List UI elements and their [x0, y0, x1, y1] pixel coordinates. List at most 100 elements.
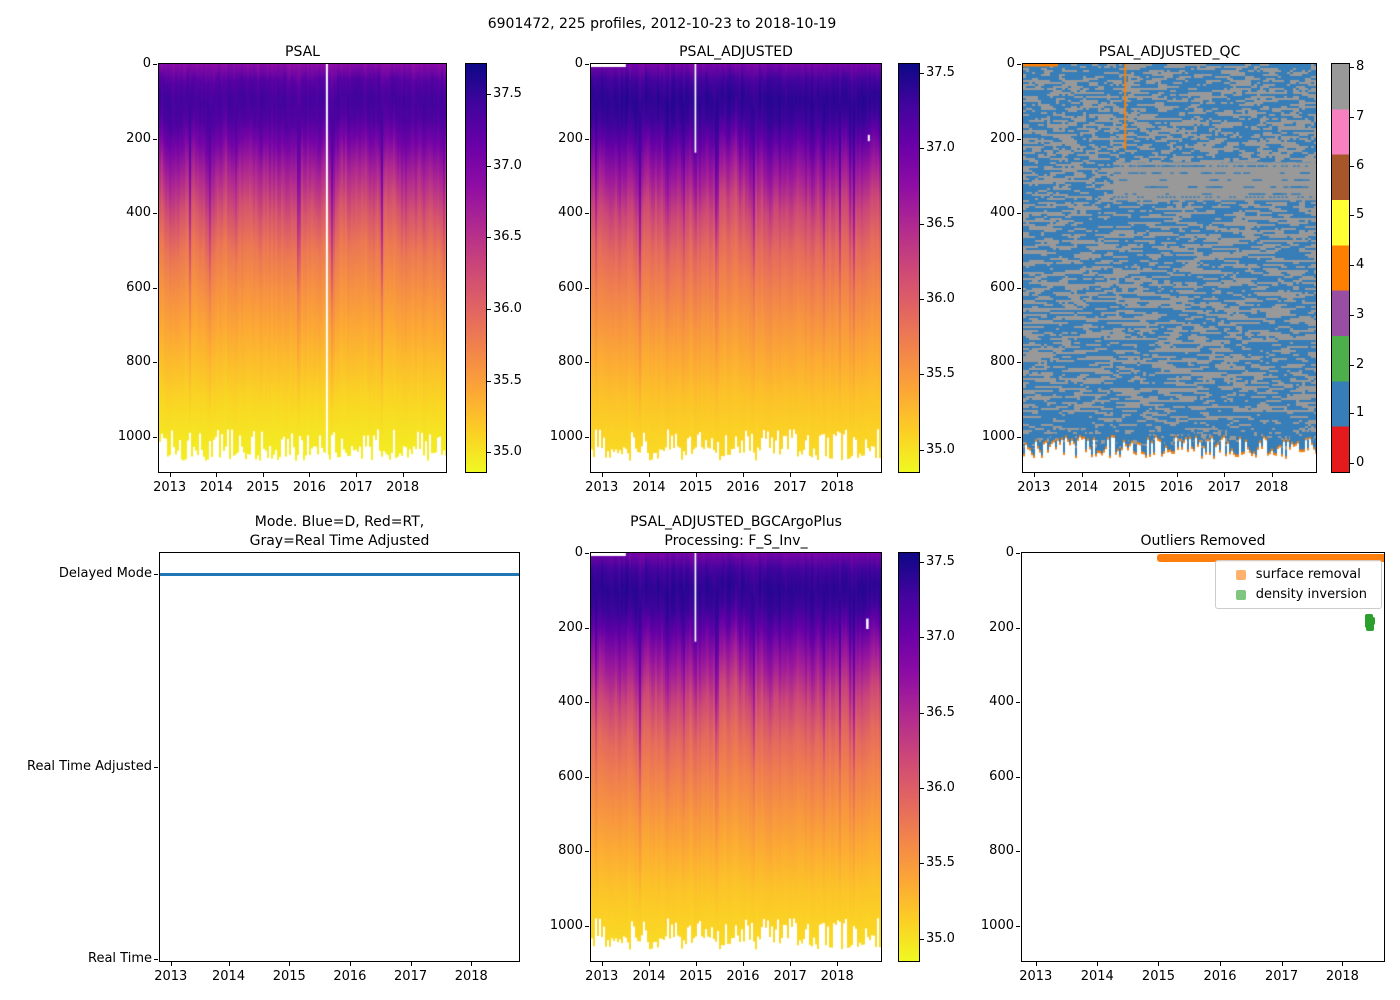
colorbar-tick: [920, 938, 924, 940]
x-tick-label: 2015: [1112, 480, 1146, 495]
colorbar-tick: [1350, 66, 1354, 68]
y-tick: [1017, 64, 1021, 65]
y-tick: [1016, 627, 1020, 629]
colorbar-tick-label: 35.0: [926, 930, 955, 946]
colorbar-psal-adjusted-qc: [1331, 63, 1350, 473]
x-tick-label: 2013: [585, 969, 619, 984]
colorbar-tick-label: 35.5: [926, 855, 955, 871]
y-tick: [1016, 925, 1020, 927]
y-tick-label: 0: [1006, 56, 1015, 71]
y-tick-label: 600: [990, 279, 1015, 295]
x-tick: [601, 962, 603, 966]
x-tick-label: 2015: [679, 480, 713, 495]
colorbar-tick: [1350, 215, 1354, 217]
x-tick-label: 2014: [212, 969, 246, 984]
y-tick-label: 1000: [980, 917, 1014, 933]
delayed-mode-line: [160, 573, 519, 577]
y-tick: [1017, 287, 1021, 289]
y-tick: [1017, 436, 1021, 438]
x-tick: [649, 473, 650, 477]
y-tick: [153, 436, 157, 438]
colorbar-bgc-gradient: [899, 553, 919, 961]
colorbar-tick: [920, 72, 924, 74]
x-tick: [1158, 962, 1160, 966]
y-tick: [153, 287, 157, 289]
y-tick-label: 600: [558, 768, 583, 784]
x-tick: [790, 473, 792, 477]
x-tick-label: 2016: [1159, 480, 1194, 495]
y-tick: [585, 701, 589, 703]
x-tick: [356, 473, 358, 477]
y-tick-label: 200: [990, 130, 1015, 146]
x-tick: [695, 962, 697, 966]
colorbar-psal-gradient: [466, 64, 486, 472]
x-tick: [349, 962, 351, 966]
density-inversion-point: [1366, 622, 1375, 631]
y-tick-label: 600: [558, 279, 583, 295]
axes-psal: [158, 63, 447, 473]
x-tick: [1129, 473, 1131, 477]
y-tick-label: 600: [126, 279, 151, 295]
y-tick-label: 0: [574, 545, 583, 560]
x-tick: [1342, 962, 1344, 966]
x-tick-label: 2017: [1207, 480, 1241, 495]
colorbar-tick: [920, 374, 924, 376]
axes-outliers-removed: surface removal density inversion: [1021, 552, 1385, 962]
y-tick: [585, 776, 589, 778]
x-tick: [601, 473, 603, 477]
x-tick: [649, 962, 650, 966]
x-tick-label: 2017: [773, 480, 807, 495]
x-tick-label: 2015: [272, 969, 306, 984]
colorbar-tick: [487, 308, 491, 310]
y-tick: [585, 287, 589, 289]
x-tick-label: 2016: [333, 969, 367, 984]
axes-psal-adjusted-bgc: [590, 552, 882, 962]
colorbar-qc-gradient: [1332, 64, 1349, 472]
x-tick: [309, 473, 311, 477]
x-tick-label: 2017: [394, 969, 428, 984]
colorbar-tick-label: 37.5: [926, 553, 955, 569]
x-tick: [471, 962, 473, 966]
x-tick-label: 2015: [679, 969, 713, 984]
y-tick-label: 800: [558, 843, 583, 859]
x-tick: [1035, 962, 1037, 966]
x-tick-label: 2018: [1255, 480, 1289, 495]
colorbar-tick: [487, 93, 491, 95]
axes-title-outliers-removed: Outliers Removed: [1140, 533, 1266, 549]
x-tick-label: 2013: [154, 969, 188, 984]
x-tick-label: 2017: [1265, 969, 1299, 984]
y-tick-label: 400: [558, 204, 583, 220]
psal-adjusted-qc-canvas: [1023, 64, 1316, 472]
y-tick-label: 400: [990, 204, 1015, 220]
psal-adjusted-bgc-heatmap-canvas: [591, 553, 881, 961]
x-tick-label: 2018: [386, 480, 420, 495]
colorbar-tick-label: 36.5: [926, 215, 955, 231]
colorbar-tick-label: 36.0: [926, 780, 955, 795]
x-tick: [1224, 473, 1226, 477]
y-tick-label: 1000: [549, 917, 583, 933]
x-tick-label: 2014: [199, 480, 233, 495]
axes-mode: [159, 552, 520, 962]
colorbar-tick-label: 36.5: [493, 228, 522, 244]
x-tick-label: 2018: [1325, 969, 1359, 984]
y-tick: [585, 138, 589, 140]
y-tick-label: 0: [142, 56, 151, 71]
x-tick: [289, 962, 291, 966]
x-tick-label: 2015: [1141, 969, 1176, 984]
x-tick: [1097, 962, 1099, 966]
colorbar-tick: [487, 236, 491, 238]
psal-heatmap-canvas: [159, 64, 446, 472]
x-tick: [742, 473, 744, 477]
legend-item-density-inversion: density inversion: [1222, 587, 1371, 602]
x-tick-label: 2013: [585, 480, 619, 495]
y-tick-label: 400: [989, 693, 1014, 709]
x-tick-label: 2013: [153, 480, 187, 495]
colorbar-tick: [920, 863, 924, 865]
y-tick-label: 800: [990, 354, 1015, 370]
colorbar-tick-label: 35.5: [926, 366, 955, 382]
density-inversion-marker: [1235, 589, 1246, 600]
y-tick-label: 200: [126, 130, 151, 146]
colorbar-tick: [1350, 364, 1354, 366]
x-tick: [742, 962, 744, 966]
